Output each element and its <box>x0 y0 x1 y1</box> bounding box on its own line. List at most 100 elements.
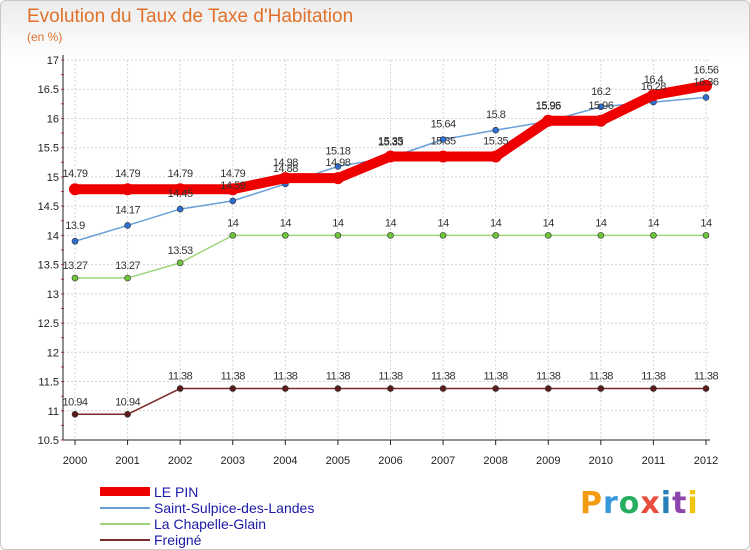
data-point <box>594 114 607 127</box>
y-tick-label: 15 <box>47 172 59 184</box>
y-tick-label: 13.5 <box>38 260 59 272</box>
data-point <box>71 237 79 245</box>
data-label: 11.38 <box>641 371 666 383</box>
x-tick-label: 2009 <box>536 455 560 467</box>
data-label: 14.17 <box>115 204 140 216</box>
legend-swatch <box>100 487 150 496</box>
data-point <box>702 232 710 239</box>
data-label: 15.95 <box>536 100 561 112</box>
data-point <box>650 232 657 239</box>
data-label: 13.27 <box>115 260 140 272</box>
data-point <box>597 103 605 111</box>
data-point <box>282 385 289 392</box>
data-point <box>384 150 397 163</box>
data-point <box>437 150 450 163</box>
data-label: 15.35 <box>431 135 456 147</box>
data-point <box>334 385 342 392</box>
data-point <box>544 385 552 392</box>
data-label: 15.96 <box>588 100 613 112</box>
legend-swatch <box>100 539 150 541</box>
data-point <box>124 410 131 418</box>
data-label: 10.94 <box>115 396 140 408</box>
data-point <box>124 222 131 229</box>
data-label: 14.79 <box>220 168 245 180</box>
data-label: 15.18 <box>325 145 350 157</box>
data-label: 15.96 <box>536 100 561 112</box>
data-label: 14.98 <box>325 157 350 169</box>
legend-swatch <box>100 523 150 525</box>
y-tick-label: 16 <box>47 113 59 125</box>
data-label: 15.35 <box>483 135 508 147</box>
logo-letter: t <box>672 486 688 521</box>
x-tick-label: 2008 <box>483 455 507 467</box>
data-label: 15.33 <box>378 137 403 149</box>
data-label: 14.79 <box>62 168 87 180</box>
data-label: 16.4 <box>644 74 664 86</box>
logo-letter: x <box>640 486 661 521</box>
y-tick-label: 11 <box>48 406 59 418</box>
x-tick-label: 2011 <box>642 455 666 467</box>
data-point <box>439 385 447 392</box>
data-point <box>176 259 184 267</box>
data-label: 11.38 <box>168 371 193 383</box>
legend-item: Freigné <box>100 532 400 548</box>
logo-letter: P <box>580 486 603 521</box>
proxiti-logo: Proxiti <box>580 486 699 521</box>
data-point <box>229 197 237 205</box>
data-point <box>226 183 239 196</box>
legend-item: La Chapelle-Glain <box>100 516 400 532</box>
data-label: 14.98 <box>273 157 298 169</box>
legend-label: LE PIN <box>154 484 199 500</box>
data-point <box>439 232 447 239</box>
data-point <box>69 183 81 196</box>
legend-label: La Chapelle-Glain <box>154 516 267 532</box>
data-point <box>331 172 344 185</box>
data-label: 14 <box>385 217 397 229</box>
data-label: 14 <box>490 217 502 229</box>
data-label: 11.38 <box>431 371 456 383</box>
data-point <box>597 385 605 392</box>
data-point <box>650 385 657 392</box>
data-label: 11.38 <box>326 371 351 383</box>
data-point <box>702 94 710 101</box>
data-point <box>489 150 502 163</box>
data-point <box>544 232 552 239</box>
y-tick-label: 11.5 <box>38 377 59 389</box>
x-tick-label: 2001 <box>115 455 139 467</box>
y-tick-label: 13 <box>47 289 59 301</box>
x-tick-label: 2004 <box>273 455 297 467</box>
x-tick-label: 2002 <box>168 455 192 467</box>
data-label: 16.2 <box>591 86 611 98</box>
data-label: 14 <box>595 217 607 229</box>
y-tick-label: 16.5 <box>38 84 59 96</box>
x-tick-label: 2010 <box>589 455 613 467</box>
logo-letter: r <box>603 486 619 521</box>
x-tick-label: 2005 <box>326 455 350 467</box>
data-label: 11.38 <box>536 371 561 383</box>
legend-item: Saint-Sulpice-des-Landes <box>100 500 400 516</box>
data-label: 11.38 <box>694 371 719 383</box>
logo-letter: i <box>687 486 699 521</box>
data-label: 16.56 <box>693 65 718 77</box>
x-tick-label: 2000 <box>63 455 87 467</box>
data-point <box>492 385 499 392</box>
data-label: 16.36 <box>693 76 718 88</box>
data-point <box>542 114 555 127</box>
data-label: 16.28 <box>641 81 666 93</box>
logo-letter: i <box>660 486 673 521</box>
data-label: 14 <box>227 217 239 229</box>
y-tick-label: 15.5 <box>38 143 59 155</box>
y-tick-label: 17 <box>47 55 59 67</box>
y-tick-label: 12.5 <box>38 318 59 330</box>
data-label: 11.38 <box>589 371 614 383</box>
data-point <box>229 232 237 239</box>
data-label: 11.38 <box>378 371 403 383</box>
data-point <box>647 89 660 102</box>
x-tick-label: 2007 <box>431 455 455 467</box>
legend-swatch <box>100 507 150 509</box>
data-label: 11.38 <box>484 371 509 383</box>
data-label: 11.38 <box>221 371 246 383</box>
legend-label: Freigné <box>154 532 202 548</box>
y-tick-label: 14 <box>47 230 59 242</box>
data-label: 14.88 <box>273 163 298 175</box>
